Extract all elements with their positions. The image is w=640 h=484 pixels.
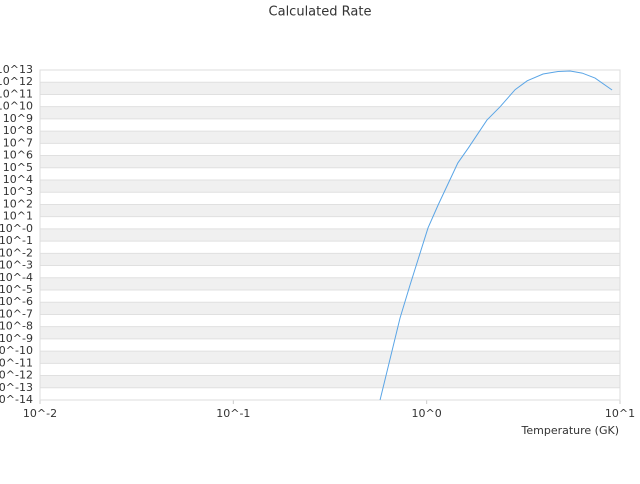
y-tick-label: 10^-0	[0, 222, 33, 235]
grid-band	[40, 253, 620, 266]
y-tick-label: 10^11	[0, 87, 33, 100]
grid-band	[40, 180, 620, 193]
y-tick-label: 10^-4	[0, 271, 33, 284]
grid-band	[40, 228, 620, 242]
y-tick-label: 10^6	[3, 149, 33, 162]
y-tick-label: 10^-14	[0, 393, 33, 406]
y-tick-label: 10^5	[3, 161, 33, 174]
y-tick-label: 10^13	[0, 63, 33, 76]
y-tick-label: 10^-8	[0, 320, 33, 333]
y-tick-label: 10^10	[0, 100, 33, 113]
y-tick-label: 10^-6	[0, 295, 33, 308]
grid-band	[40, 351, 620, 364]
y-tick-label: 10^-12	[0, 369, 33, 382]
y-tick-label: 10^-9	[0, 332, 33, 345]
grid-band	[40, 204, 620, 217]
y-tick-label: 10^-2	[0, 246, 33, 259]
x-axis-label: Temperature (GK)	[521, 424, 620, 437]
x-tick-label: 10^-2	[23, 407, 57, 420]
grid-band	[40, 326, 620, 339]
plot-frame	[39, 69, 621, 401]
y-tick-label: 10^3	[3, 185, 33, 198]
grid-band	[40, 106, 620, 119]
y-tick-label: 10^1	[3, 210, 33, 223]
x-tick-label: 10^1	[605, 407, 635, 420]
grid-band	[40, 277, 620, 290]
y-tick-label: 10^-1	[0, 234, 33, 247]
y-tick-label: 10^-7	[0, 307, 33, 320]
x-tick-label: 10^-1	[216, 407, 250, 420]
grid-band	[40, 155, 620, 168]
grid-band	[40, 302, 620, 315]
y-tick-label: 10^-10	[0, 344, 33, 357]
y-tick-label: 10^9	[3, 112, 33, 125]
y-tick-label: 10^2	[3, 197, 33, 210]
y-tick-label: 10^7	[3, 136, 33, 149]
y-tick-label: 10^4	[3, 173, 33, 186]
x-tick-label: 10^0	[412, 407, 442, 420]
y-tick-label: 10^-3	[0, 259, 33, 272]
y-tick-label: 10^12	[0, 75, 33, 88]
data-line	[379, 70, 613, 401]
y-tick-label: 10^-5	[0, 283, 33, 296]
grid-band	[40, 82, 620, 95]
y-tick-label: 10^-13	[0, 381, 33, 394]
y-tick-label: 10^-11	[0, 356, 33, 369]
grid-band	[40, 131, 620, 144]
chart-title: Calculated Rate	[269, 5, 372, 20]
grid-band	[40, 375, 620, 388]
y-tick-label: 10^8	[3, 124, 33, 137]
